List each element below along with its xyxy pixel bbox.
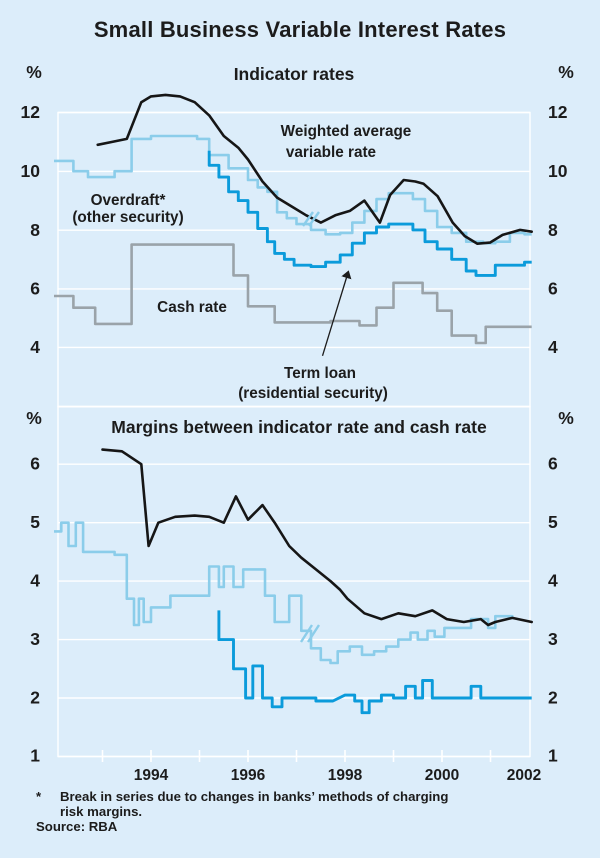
svg-text:1: 1 (548, 746, 558, 766)
svg-text:(residential security): (residential security) (238, 385, 388, 402)
svg-text:Term loan: Term loan (284, 365, 356, 382)
svg-text:%: % (558, 408, 574, 428)
svg-text:2000: 2000 (425, 767, 459, 784)
svg-text:12: 12 (548, 102, 568, 122)
svg-text:variable rate: variable rate (286, 144, 376, 161)
svg-text:2: 2 (548, 688, 558, 708)
svg-text:%: % (26, 62, 42, 82)
svg-text:Margins between indicator rate: Margins between indicator rate and cash … (111, 417, 487, 437)
svg-text:12: 12 (21, 102, 41, 122)
svg-text:5: 5 (548, 512, 558, 532)
svg-text:2002: 2002 (507, 767, 541, 784)
svg-text:10: 10 (21, 161, 41, 181)
svg-text:3: 3 (30, 629, 40, 649)
svg-text:Weighted average: Weighted average (281, 123, 412, 140)
svg-text:6: 6 (30, 279, 40, 299)
svg-text:6: 6 (30, 454, 40, 474)
svg-text:4: 4 (30, 337, 40, 357)
svg-text:%: % (558, 62, 574, 82)
svg-text:3: 3 (548, 629, 558, 649)
svg-text:4: 4 (30, 571, 40, 591)
svg-text:8: 8 (30, 220, 40, 240)
svg-text:Overdraft*: Overdraft* (91, 192, 166, 209)
svg-text:4: 4 (548, 571, 558, 591)
svg-text:1996: 1996 (231, 767, 266, 784)
svg-text:1998: 1998 (328, 767, 363, 784)
svg-text:%: % (26, 408, 42, 428)
svg-text:10: 10 (548, 161, 568, 181)
svg-text:2: 2 (30, 688, 40, 708)
svg-text:(other security): (other security) (72, 209, 183, 226)
svg-text:8: 8 (548, 220, 558, 240)
svg-text:6: 6 (548, 454, 558, 474)
svg-text:Cash rate: Cash rate (157, 299, 227, 316)
svg-text:1: 1 (30, 746, 40, 766)
svg-text:6: 6 (548, 279, 558, 299)
svg-text:5: 5 (30, 512, 40, 532)
svg-text:Indicator rates: Indicator rates (234, 64, 355, 84)
svg-text:4: 4 (548, 337, 558, 357)
svg-text:1994: 1994 (134, 767, 169, 784)
